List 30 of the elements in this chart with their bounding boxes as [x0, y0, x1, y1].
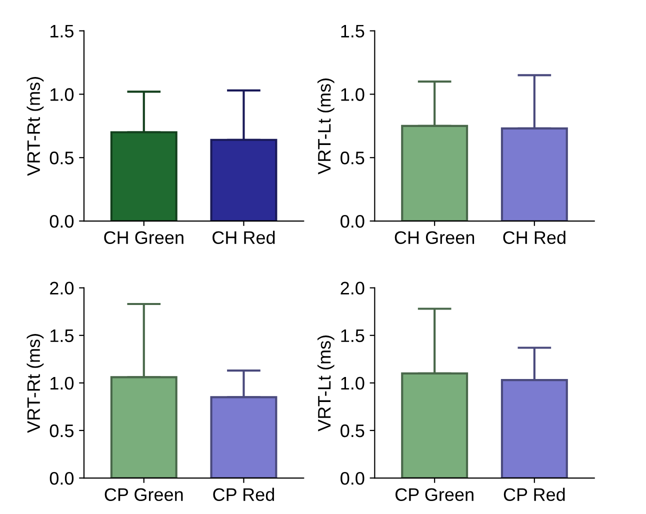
- y-tick-label: 0.5: [340, 424, 364, 438]
- y-tick-label: 0.0: [340, 214, 364, 228]
- y-tick-label: 0.5: [50, 152, 74, 164]
- x-tick-label: CP Green: [396, 488, 474, 502]
- x-tick-label: CP Green: [104, 488, 183, 502]
- y-tick-label: 0.5: [50, 424, 74, 438]
- y-tick-label: 1.0: [50, 88, 74, 101]
- y-tick-label: 0.5: [340, 152, 364, 164]
- y-tick-label: 1.0: [341, 88, 364, 101]
- y-tick-label: 2.0: [340, 282, 364, 295]
- y-tick-label: 1.0: [341, 376, 364, 390]
- x-tick-label: CH Green: [394, 231, 474, 244]
- x-tick-label: CH Green: [104, 231, 184, 244]
- y-tick-label: 1.5: [50, 24, 74, 38]
- y-tick-label: 1.5: [50, 330, 74, 342]
- y-tick-label: 1.5: [341, 24, 364, 38]
- y-tick-label: 0.0: [50, 472, 74, 485]
- x-tick-label: CP Red: [504, 488, 565, 502]
- x-tick-label: CP Red: [213, 488, 274, 502]
- y-tick-label: 0.0: [50, 214, 74, 228]
- x-tick-label: CH Red: [503, 230, 566, 244]
- y-axis-title: VRT-Lt (ms): [317, 78, 334, 174]
- y-axis-title: VRT-Lt (ms): [317, 336, 334, 432]
- y-tick-label: 0.0: [340, 472, 364, 485]
- y-axis-title: VRT-Rt (ms): [26, 334, 44, 433]
- y-tick-label: 1.5: [341, 330, 364, 342]
- y-tick-label: 2.0: [50, 282, 74, 295]
- y-axis-title: VRT-Rt (ms): [26, 77, 44, 176]
- y-tick-label: 1.0: [50, 376, 74, 390]
- x-tick-label: CH Red: [212, 230, 275, 244]
